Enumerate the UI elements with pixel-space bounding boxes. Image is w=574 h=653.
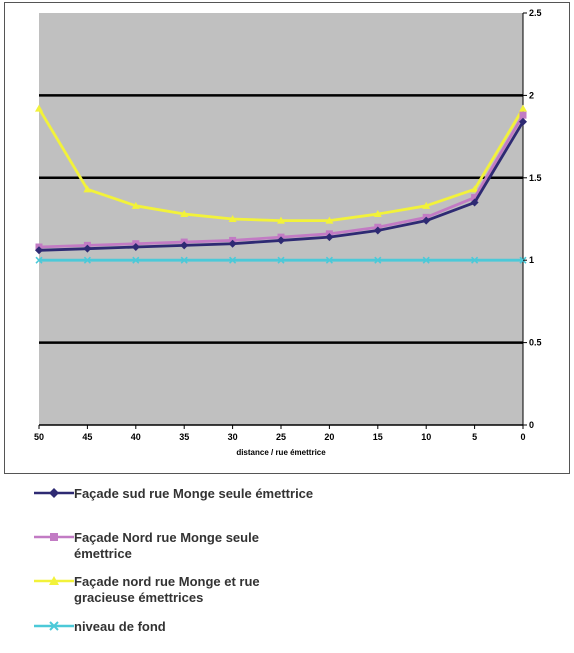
x-tick-label: 25: [276, 432, 286, 442]
legend-swatch-facade-sud: [34, 488, 74, 498]
data-point: [83, 256, 91, 264]
y-tick-label: 1.5: [529, 173, 542, 183]
series-layer: [35, 104, 527, 264]
x-axis-title: distance / rue émettrice: [236, 448, 326, 457]
x-tick-label: 45: [82, 432, 92, 442]
data-point: [131, 201, 140, 209]
legend-item-facade-nord: Façade Nord rue Monge seule émettrice: [34, 530, 314, 562]
legend-swatch-facade-nord-gracieuse: [34, 576, 74, 585]
x-tick-label: 50: [34, 432, 44, 442]
y-tick-label: 1: [529, 255, 534, 265]
data-point: [374, 256, 382, 264]
data-point: [35, 246, 43, 255]
y-tick-label: 0: [529, 420, 534, 430]
x-tick-label: 15: [373, 432, 383, 442]
data-point: [422, 216, 431, 225]
line-chart: 50 45 40 35 30 25 20 15 10 5 0 00.511.522.5 distan…: [34, 8, 542, 457]
x-tick-label: 20: [324, 432, 334, 442]
data-point: [470, 185, 479, 193]
legend-label-niveau-de-fond: niveau de fond: [74, 619, 166, 634]
data-point: [277, 216, 285, 224]
data-point: [35, 104, 43, 112]
legend-label-facade-sud: Façade sud rue Monge seule émettrice: [74, 486, 314, 501]
legend-item-facade-sud: Façade sud rue Monge seule émettrice: [34, 486, 314, 502]
data-point: [180, 256, 188, 264]
x-tick-label: 0: [520, 432, 525, 442]
data-point: [325, 216, 334, 224]
data-point: [471, 256, 479, 264]
data-point: [470, 198, 479, 207]
data-point: [83, 185, 92, 193]
data-point: [180, 210, 189, 218]
legend-label-facade-nord: Façade Nord rue Monge seule émettrice: [74, 530, 259, 561]
x-tick-label: 10: [421, 432, 431, 442]
data-point: [373, 210, 382, 218]
legend-swatch-niveau-de-fond: [34, 621, 74, 631]
y-tick-label: 2.5: [529, 8, 542, 18]
data-point: [519, 104, 527, 112]
data-point: [180, 241, 189, 250]
legend-swatch-facade-nord: [34, 533, 74, 541]
data-point: [228, 215, 237, 222]
legend-label-facade-nord-gracieuse: Façade nord rue Monge et rue gracieuse é…: [74, 574, 260, 605]
data-point: [519, 111, 527, 119]
data-point: [83, 244, 92, 253]
data-point: [277, 256, 285, 264]
legend-item-niveau-de-fond: niveau de fond: [34, 619, 314, 635]
data-point: [228, 239, 237, 248]
data-point: [422, 256, 430, 264]
series-3: [35, 256, 527, 264]
data-point: [325, 233, 334, 242]
x-tick-label: 35: [179, 432, 189, 442]
y-tick-labels: 0 0.5 1 1.5 2 2.5: [523, 8, 542, 430]
data-point: [131, 243, 140, 252]
chart-frame: 50 45 40 35 30 25 20 15 10 5 0 0 0.5 1 1.5 2 2.5 distan…: [4, 2, 570, 474]
data-point: [277, 236, 285, 245]
x-tick-labels: 50 45 40 35 30 25 20 15 10 5 0: [34, 425, 526, 442]
x-tick-label: 5: [472, 432, 477, 442]
data-point: [325, 256, 333, 264]
data-point: [519, 117, 527, 126]
data-point: [35, 256, 43, 264]
series-2: [35, 104, 527, 224]
data-point: [229, 256, 237, 264]
data-point: [132, 256, 140, 264]
data-point: [373, 226, 382, 235]
y-tick-label: 0.5: [529, 338, 542, 348]
legend-item-facade-nord-gracieuse: Façade nord rue Monge et rue gracieuse é…: [34, 574, 314, 606]
x-tick-label: 30: [228, 432, 238, 442]
x-tick-label: 40: [131, 432, 141, 442]
y-tick-label: 2: [529, 90, 534, 100]
series-0: [35, 117, 527, 255]
data-point: [422, 201, 431, 209]
data-point: [471, 194, 479, 202]
